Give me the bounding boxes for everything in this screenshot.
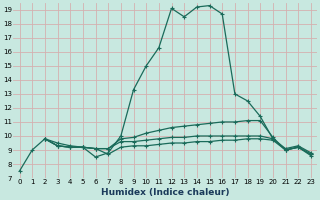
X-axis label: Humidex (Indice chaleur): Humidex (Indice chaleur) — [101, 188, 229, 197]
